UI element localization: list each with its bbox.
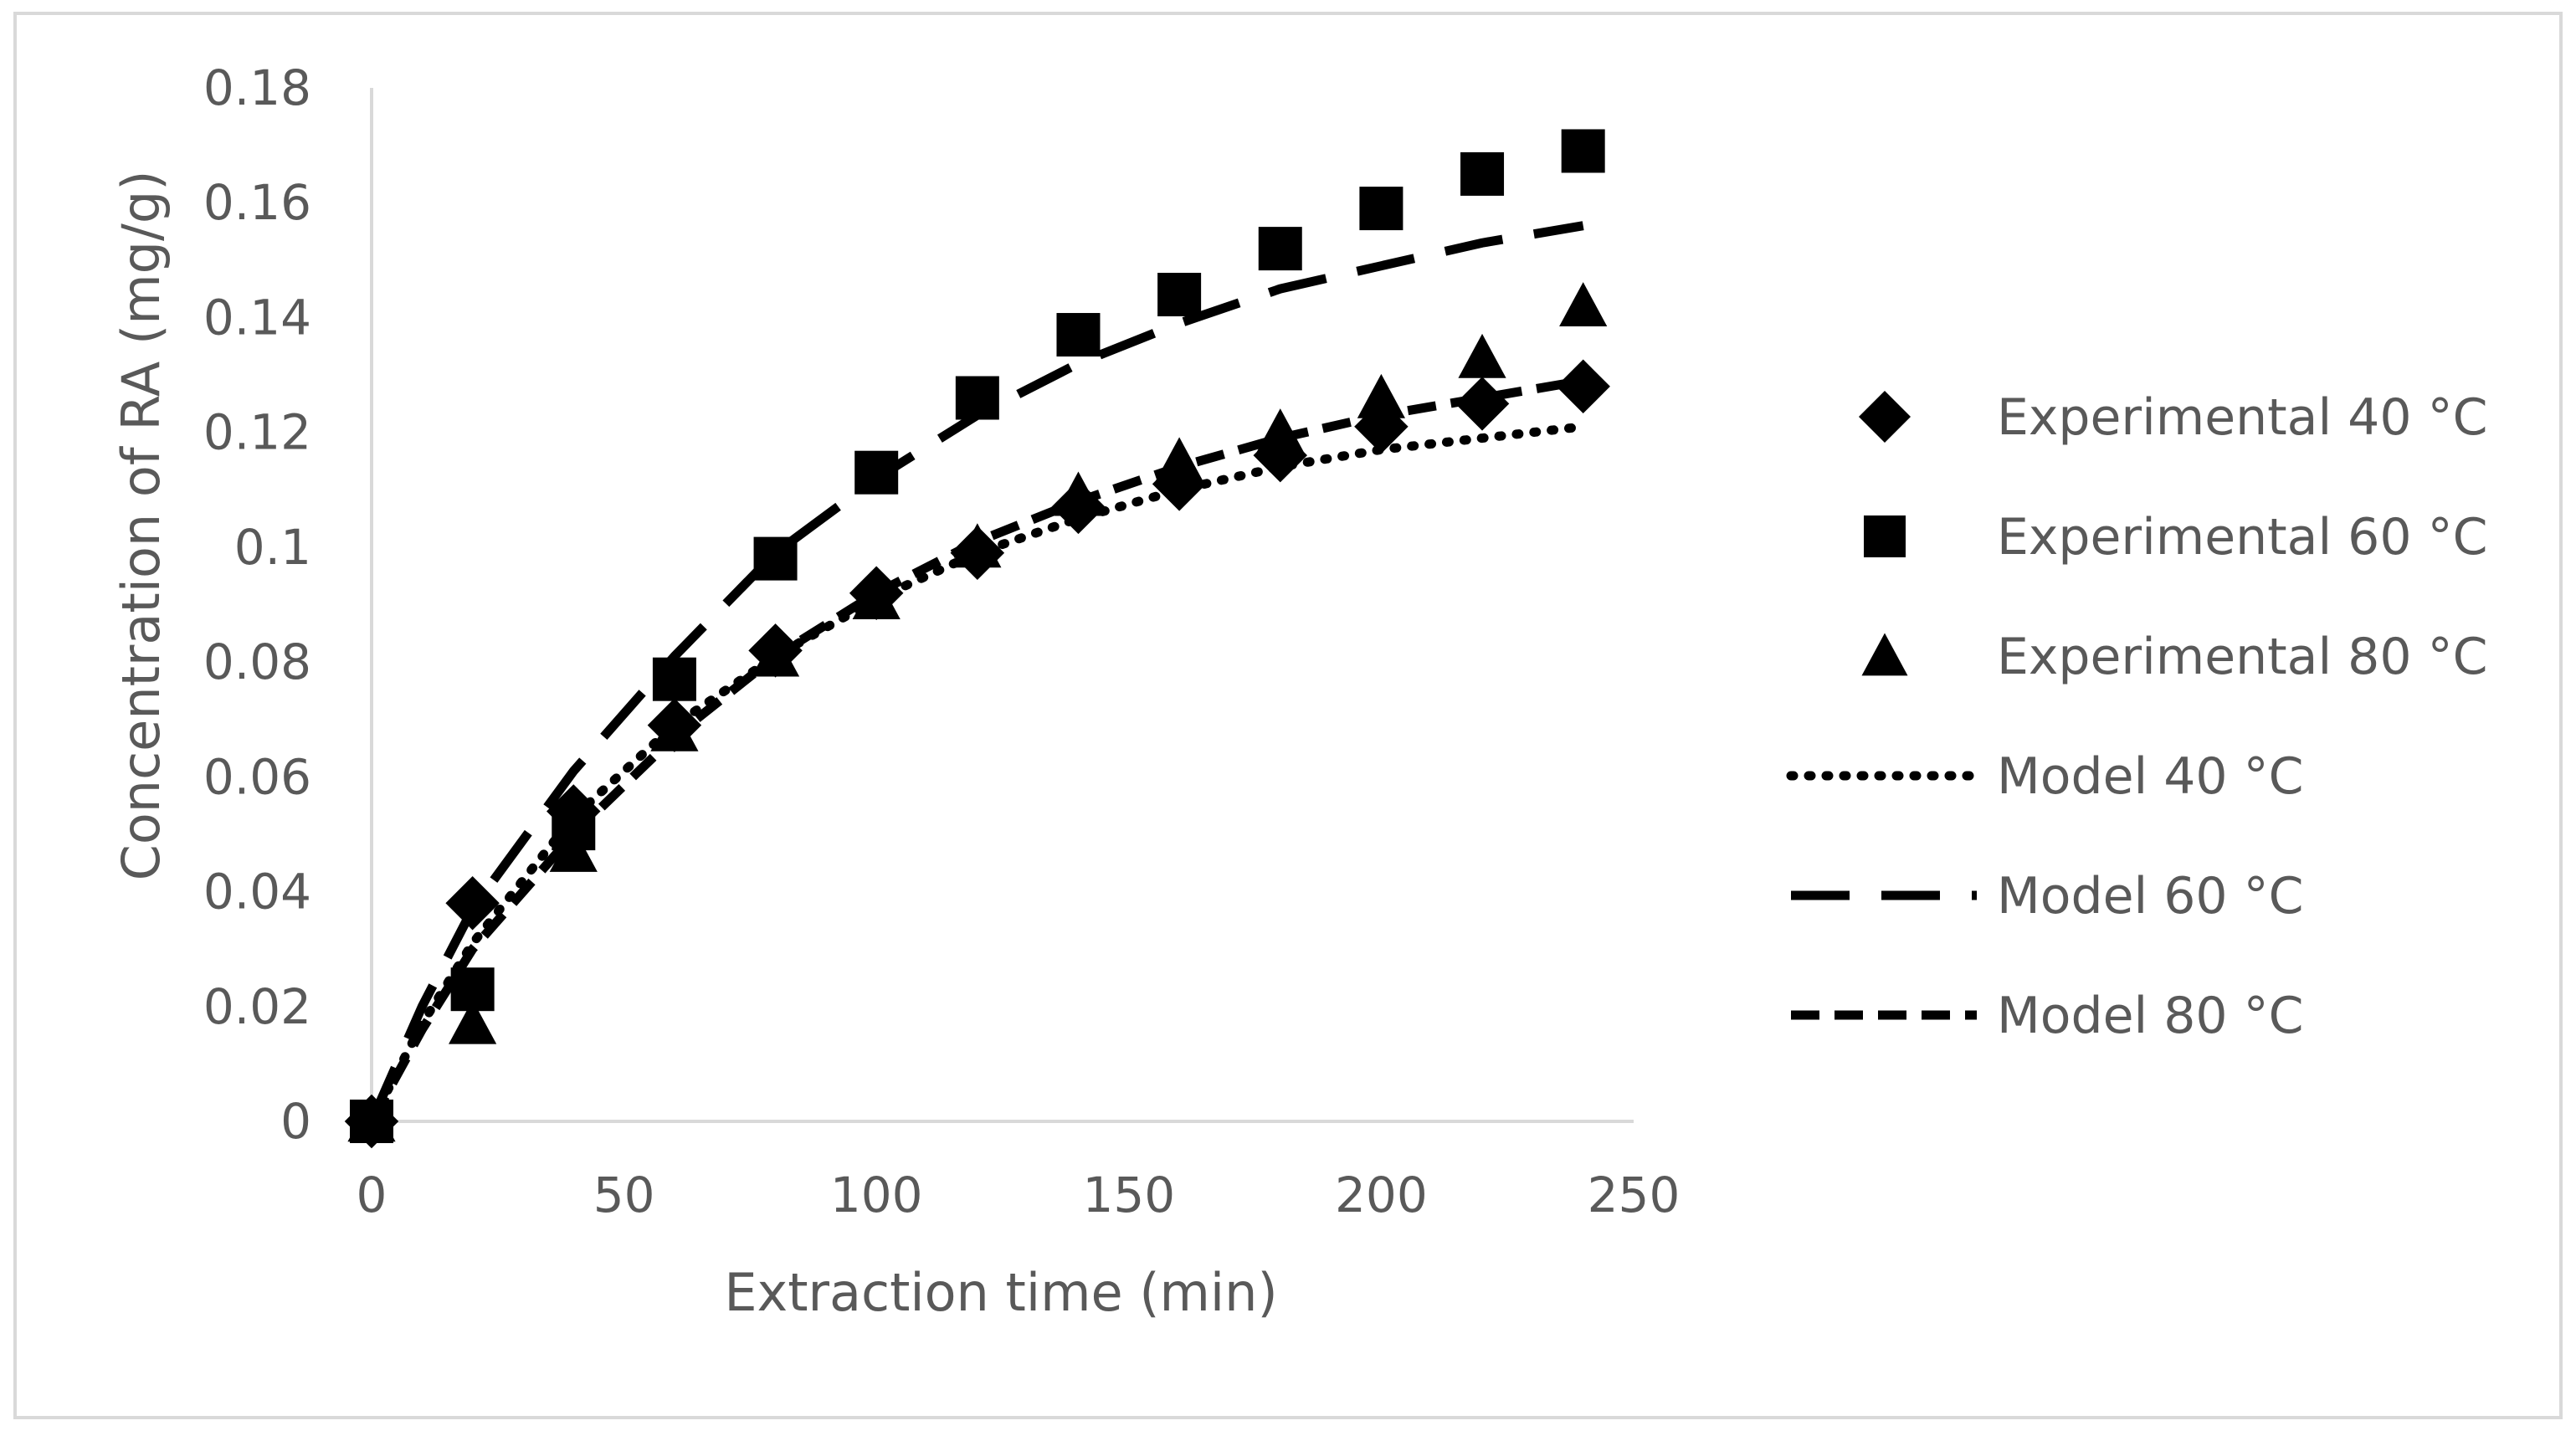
data-point — [1155, 437, 1203, 482]
data-point — [1056, 313, 1101, 357]
y-tick-label: 0.18 — [203, 59, 311, 116]
legend-label: Experimental 80 °C — [1997, 628, 2488, 686]
y-tick-label: 0.04 — [203, 864, 311, 921]
data-point — [753, 536, 798, 581]
axes — [370, 88, 1634, 1123]
legend-item: Model 80 °C — [1791, 987, 2304, 1045]
y-tick-label: 0.08 — [203, 633, 311, 690]
model-lines — [367, 221, 1588, 1126]
x-axis-title: Extraction time (min) — [724, 1262, 1277, 1323]
legend-label: Experimental 60 °C — [1997, 508, 2488, 567]
data-point — [1256, 408, 1305, 453]
legend-item: Model 60 °C — [1791, 867, 2304, 926]
legend-item: Experimental 40 °C — [1859, 388, 2488, 447]
data-point — [1258, 227, 1302, 271]
data-point — [1157, 273, 1202, 316]
y-tick-label: 0.12 — [203, 404, 311, 461]
data-point — [1460, 151, 1505, 196]
legend-item: Model 40 °C — [1786, 747, 2304, 806]
legend-item: Experimental 60 °C — [1864, 508, 2488, 567]
data-point — [1455, 377, 1510, 431]
data-point — [852, 575, 901, 619]
legend-label: Model 60 °C — [1997, 867, 2304, 926]
legend-item: Experimental 80 °C — [1861, 628, 2488, 686]
data-point — [1559, 282, 1608, 327]
data-point — [1561, 129, 1605, 173]
chart-border — [13, 12, 2563, 1419]
data-point — [1556, 359, 1610, 414]
data-point — [1054, 471, 1103, 516]
data-point — [953, 523, 1002, 568]
data-point — [652, 657, 696, 701]
series-line — [367, 376, 1584, 1124]
legend: Experimental 40 °C Experimental 60 °C Expe… — [1786, 388, 2488, 1045]
series-line — [367, 221, 1584, 1124]
data-point — [650, 706, 699, 751]
x-tick-label: 0 — [357, 1167, 387, 1223]
x-tick-label: 100 — [830, 1167, 923, 1223]
data-point — [854, 450, 899, 495]
data-point — [955, 376, 999, 420]
data-point — [347, 1097, 396, 1142]
legend-symbol — [1864, 515, 1906, 557]
y-tick-label: 0 — [280, 1093, 311, 1150]
tick-labels: 0 50 100 150 200 250 0 0.02 0.04 0.06 0.08 0.1 0.12 0… — [203, 59, 1681, 1223]
data-point — [1357, 373, 1405, 418]
y-axis-title: Concentration of RA (mg/g) — [110, 171, 172, 881]
y-tick-label: 0.02 — [203, 978, 311, 1035]
y-tick-label: 0.1 — [234, 519, 311, 576]
data-point — [1359, 187, 1403, 231]
x-tick-label: 250 — [1588, 1167, 1681, 1223]
x-tick-label: 150 — [1082, 1167, 1175, 1223]
y-tick-label: 0.14 — [203, 289, 311, 346]
legend-symbol — [1859, 391, 1911, 443]
x-tick-label: 50 — [593, 1167, 655, 1223]
legend-label: Model 40 °C — [1997, 747, 2304, 806]
data-point — [751, 632, 800, 677]
data-point — [549, 827, 598, 872]
legend-label: Experimental 40 °C — [1997, 388, 2488, 447]
x-tick-label: 200 — [1335, 1167, 1428, 1223]
y-tick-label: 0.16 — [203, 174, 311, 231]
data-point — [1458, 333, 1506, 378]
legend-label: Model 80 °C — [1997, 987, 2304, 1045]
y-tick-label: 0.06 — [203, 748, 311, 805]
experimental-markers — [344, 129, 1610, 1149]
legend-symbol — [1861, 633, 1908, 676]
series-line — [367, 422, 1588, 1126]
data-point — [445, 876, 500, 931]
data-point — [449, 999, 497, 1044]
